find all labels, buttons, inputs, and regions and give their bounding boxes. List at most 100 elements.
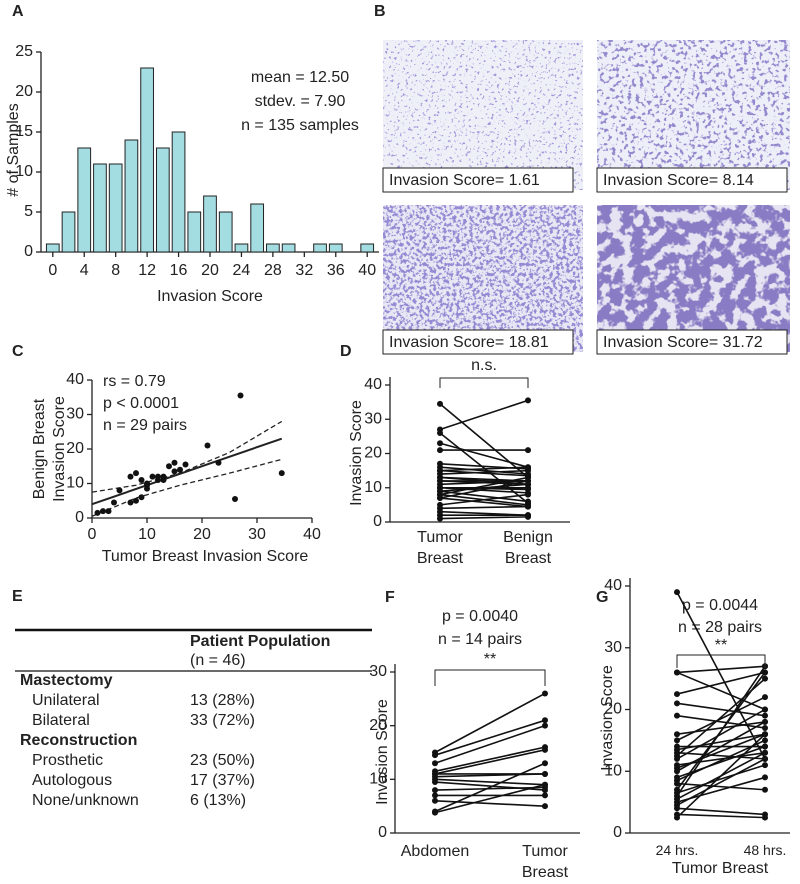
bar xyxy=(313,243,327,253)
caption-box xyxy=(596,167,788,193)
x-tick-label: 36 xyxy=(327,262,345,279)
y-tick-label: 30 xyxy=(604,639,622,656)
annotation: n = 135 samples xyxy=(241,117,359,134)
x-axis-label: Invasion Score xyxy=(157,288,263,305)
point xyxy=(762,675,768,682)
point xyxy=(674,712,680,719)
point xyxy=(542,717,548,724)
pair-line xyxy=(439,442,529,468)
y-tick-label: 5 xyxy=(24,203,33,220)
point xyxy=(155,473,161,480)
pair-line xyxy=(439,403,529,479)
pair-line xyxy=(439,505,529,510)
annotation: p = 0.0040 xyxy=(442,608,518,625)
pair-line xyxy=(676,807,766,816)
x-tick-label: 10 xyxy=(138,526,156,543)
point xyxy=(204,442,211,449)
image-caption: Invasion Score= 8.14 xyxy=(603,172,754,189)
pair-line xyxy=(676,702,766,717)
pair-line xyxy=(439,497,529,508)
point xyxy=(437,464,443,471)
point xyxy=(437,440,443,447)
image-caption: Invasion Score= 31.72 xyxy=(603,334,763,351)
micrographs xyxy=(383,40,790,352)
x-tick-label: 0 xyxy=(48,262,57,279)
point xyxy=(762,762,768,769)
y-tick-label: 20 xyxy=(15,83,33,100)
point xyxy=(762,755,768,762)
pair-line xyxy=(676,782,766,791)
point xyxy=(542,690,548,697)
point xyxy=(674,737,680,744)
y-tick-label: 15 xyxy=(15,123,33,140)
x-tick-label: 4 xyxy=(80,262,89,279)
bar xyxy=(218,211,233,253)
point xyxy=(138,477,145,484)
pair-line xyxy=(434,800,546,807)
bar xyxy=(187,211,202,253)
pair-line xyxy=(439,490,529,503)
bar xyxy=(281,243,296,253)
table-cell: 17 (37%) xyxy=(190,772,255,789)
annotation: mean = 12.50 xyxy=(251,69,349,86)
point xyxy=(432,779,438,786)
point xyxy=(762,743,768,750)
pair-line xyxy=(434,724,546,764)
pair-line xyxy=(434,773,546,778)
pair-line xyxy=(439,399,529,431)
point xyxy=(237,392,244,399)
point xyxy=(278,470,285,477)
point xyxy=(762,694,768,701)
x-tick-label: Benign Breast xyxy=(503,529,553,567)
point xyxy=(127,473,134,480)
point xyxy=(525,503,531,510)
pair-line xyxy=(676,671,766,695)
x-tick-label: 24 xyxy=(233,262,251,279)
annotation: stdev. = 7.90 xyxy=(255,93,346,110)
bar xyxy=(234,243,249,253)
y-tick-label: 10 xyxy=(369,771,387,788)
point xyxy=(105,508,112,515)
pair-line xyxy=(676,671,766,711)
point xyxy=(432,787,438,794)
point xyxy=(674,814,680,821)
bar xyxy=(124,139,139,253)
pair-line xyxy=(439,476,529,486)
x-tick-label: 30 xyxy=(248,526,266,543)
pair-line xyxy=(434,746,546,773)
pair-line xyxy=(676,758,766,806)
significance-bracket xyxy=(439,377,529,388)
pair-line xyxy=(434,762,546,813)
pair-line xyxy=(676,696,766,742)
micrograph xyxy=(597,205,790,352)
x-tick-label: 40 xyxy=(303,526,321,543)
panel-label: E xyxy=(12,588,23,605)
panel-label: B xyxy=(374,3,386,20)
table-row-label: Prosthetic xyxy=(32,752,103,769)
point xyxy=(437,400,443,407)
pair-line xyxy=(676,764,766,794)
point xyxy=(525,471,531,478)
pair-line xyxy=(439,483,529,492)
point xyxy=(674,700,680,707)
pair-line xyxy=(434,719,546,756)
point xyxy=(525,489,531,496)
pair-line xyxy=(676,813,766,819)
pair-line xyxy=(439,466,529,475)
bar xyxy=(360,243,375,253)
bar xyxy=(61,211,76,253)
point xyxy=(674,669,680,676)
point xyxy=(432,792,438,799)
point xyxy=(542,722,548,729)
point xyxy=(762,712,768,719)
x-axis-label: Tumor Breast Invasion Score xyxy=(102,548,309,565)
point xyxy=(177,466,183,473)
pair-line xyxy=(434,749,546,775)
point xyxy=(762,786,768,793)
y-tick-label: 10 xyxy=(66,475,84,492)
pair-line xyxy=(434,778,546,786)
point xyxy=(542,781,548,788)
x-tick-label: 40 xyxy=(358,262,376,279)
y-tick-label: 40 xyxy=(66,371,84,388)
bar xyxy=(171,131,186,253)
